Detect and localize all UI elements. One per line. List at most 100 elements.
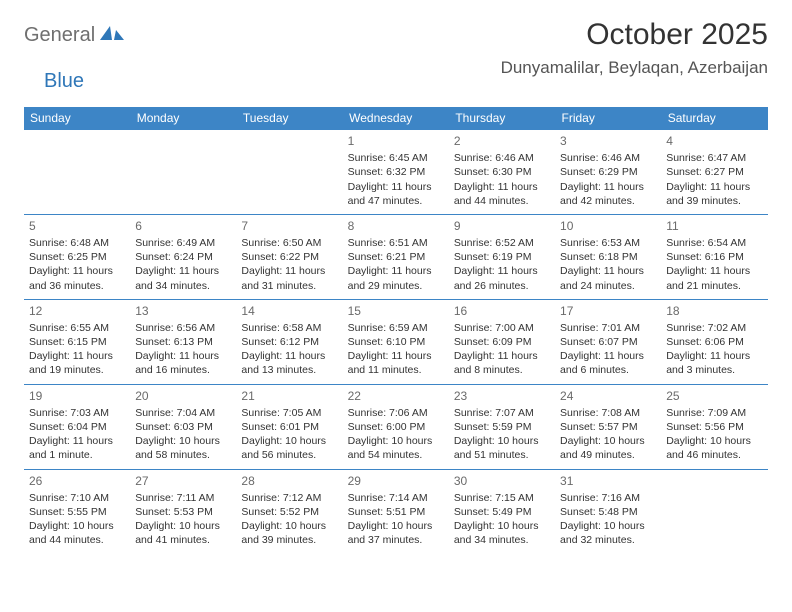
sunset-text: Sunset: 6:21 PM	[348, 250, 444, 264]
daylight1-text: Daylight: 11 hours	[666, 180, 762, 194]
day-header-wed: Wednesday	[343, 107, 449, 130]
sunrise-text: Sunrise: 7:10 AM	[29, 491, 125, 505]
sunset-text: Sunset: 6:29 PM	[560, 165, 656, 179]
day-header-row: Sunday Monday Tuesday Wednesday Thursday…	[24, 107, 768, 130]
sunrise-text: Sunrise: 7:14 AM	[348, 491, 444, 505]
daylight1-text: Daylight: 10 hours	[454, 434, 550, 448]
calendar-cell: 6Sunrise: 6:49 AMSunset: 6:24 PMDaylight…	[130, 214, 236, 299]
sunrise-text: Sunrise: 7:03 AM	[29, 406, 125, 420]
day-header-tue: Tuesday	[236, 107, 342, 130]
calendar-cell	[661, 469, 767, 553]
sunset-text: Sunset: 6:22 PM	[241, 250, 337, 264]
logo-triangle-icon-2	[114, 30, 124, 40]
daylight2-text: and 46 minutes.	[666, 448, 762, 462]
day-number: 27	[135, 473, 231, 489]
daylight1-text: Daylight: 11 hours	[560, 180, 656, 194]
sunset-text: Sunset: 6:19 PM	[454, 250, 550, 264]
daylight2-text: and 39 minutes.	[666, 194, 762, 208]
daylight1-text: Daylight: 11 hours	[135, 264, 231, 278]
sunrise-text: Sunrise: 7:05 AM	[241, 406, 337, 420]
daylight2-text: and 41 minutes.	[135, 533, 231, 547]
sunrise-text: Sunrise: 6:47 AM	[666, 151, 762, 165]
day-number: 11	[666, 218, 762, 234]
sunrise-text: Sunrise: 7:12 AM	[241, 491, 337, 505]
sunrise-text: Sunrise: 6:48 AM	[29, 236, 125, 250]
sunrise-text: Sunrise: 7:02 AM	[666, 321, 762, 335]
calendar-cell	[130, 130, 236, 215]
daylight2-text: and 1 minute.	[29, 448, 125, 462]
day-number: 26	[29, 473, 125, 489]
day-number: 19	[29, 388, 125, 404]
daylight2-text: and 37 minutes.	[348, 533, 444, 547]
sunrise-text: Sunrise: 7:11 AM	[135, 491, 231, 505]
day-number: 21	[241, 388, 337, 404]
daylight2-text: and 34 minutes.	[454, 533, 550, 547]
calendar-cell: 25Sunrise: 7:09 AMSunset: 5:56 PMDayligh…	[661, 384, 767, 469]
daylight2-text: and 39 minutes.	[241, 533, 337, 547]
sunset-text: Sunset: 5:53 PM	[135, 505, 231, 519]
daylight1-text: Daylight: 11 hours	[666, 349, 762, 363]
sunset-text: Sunset: 6:25 PM	[29, 250, 125, 264]
daylight1-text: Daylight: 10 hours	[666, 434, 762, 448]
calendar-week-row: 12Sunrise: 6:55 AMSunset: 6:15 PMDayligh…	[24, 299, 768, 384]
day-header-sun: Sunday	[24, 107, 130, 130]
day-header-thu: Thursday	[449, 107, 555, 130]
calendar-cell: 23Sunrise: 7:07 AMSunset: 5:59 PMDayligh…	[449, 384, 555, 469]
calendar-cell: 7Sunrise: 6:50 AMSunset: 6:22 PMDaylight…	[236, 214, 342, 299]
sunrise-text: Sunrise: 6:55 AM	[29, 321, 125, 335]
sunrise-text: Sunrise: 7:15 AM	[454, 491, 550, 505]
sunset-text: Sunset: 6:06 PM	[666, 335, 762, 349]
day-number: 18	[666, 303, 762, 319]
day-number: 12	[29, 303, 125, 319]
sunrise-text: Sunrise: 6:49 AM	[135, 236, 231, 250]
daylight1-text: Daylight: 11 hours	[29, 264, 125, 278]
daylight2-text: and 13 minutes.	[241, 363, 337, 377]
daylight2-text: and 44 minutes.	[454, 194, 550, 208]
daylight1-text: Daylight: 10 hours	[454, 519, 550, 533]
daylight2-text: and 26 minutes.	[454, 279, 550, 293]
day-header-fri: Friday	[555, 107, 661, 130]
sunrise-text: Sunrise: 7:08 AM	[560, 406, 656, 420]
daylight1-text: Daylight: 11 hours	[666, 264, 762, 278]
sunset-text: Sunset: 6:30 PM	[454, 165, 550, 179]
day-number: 14	[241, 303, 337, 319]
calendar-cell: 3Sunrise: 6:46 AMSunset: 6:29 PMDaylight…	[555, 130, 661, 215]
sunrise-text: Sunrise: 7:16 AM	[560, 491, 656, 505]
day-number: 1	[348, 133, 444, 149]
month-title: October 2025	[501, 18, 768, 52]
calendar-page: General October 2025 Dunyamalilar, Beyla…	[0, 0, 792, 563]
calendar-week-row: 1Sunrise: 6:45 AMSunset: 6:32 PMDaylight…	[24, 130, 768, 215]
day-number: 23	[454, 388, 550, 404]
daylight2-text: and 16 minutes.	[135, 363, 231, 377]
day-number: 4	[666, 133, 762, 149]
sunset-text: Sunset: 5:48 PM	[560, 505, 656, 519]
calendar-body: 1Sunrise: 6:45 AMSunset: 6:32 PMDaylight…	[24, 130, 768, 554]
calendar-cell: 28Sunrise: 7:12 AMSunset: 5:52 PMDayligh…	[236, 469, 342, 553]
day-number: 15	[348, 303, 444, 319]
daylight1-text: Daylight: 11 hours	[348, 349, 444, 363]
calendar-cell: 21Sunrise: 7:05 AMSunset: 6:01 PMDayligh…	[236, 384, 342, 469]
daylight1-text: Daylight: 11 hours	[454, 349, 550, 363]
sunrise-text: Sunrise: 7:06 AM	[348, 406, 444, 420]
daylight2-text: and 58 minutes.	[135, 448, 231, 462]
sunset-text: Sunset: 5:55 PM	[29, 505, 125, 519]
sunset-text: Sunset: 5:57 PM	[560, 420, 656, 434]
day-number: 2	[454, 133, 550, 149]
daylight2-text: and 47 minutes.	[348, 194, 444, 208]
sunset-text: Sunset: 6:18 PM	[560, 250, 656, 264]
sunset-text: Sunset: 6:12 PM	[241, 335, 337, 349]
sunrise-text: Sunrise: 6:46 AM	[560, 151, 656, 165]
daylight2-text: and 19 minutes.	[29, 363, 125, 377]
sunrise-text: Sunrise: 6:59 AM	[348, 321, 444, 335]
day-number: 13	[135, 303, 231, 319]
sunset-text: Sunset: 5:51 PM	[348, 505, 444, 519]
day-header-mon: Monday	[130, 107, 236, 130]
location-label: Dunyamalilar, Beylaqan, Azerbaijan	[501, 58, 768, 78]
daylight1-text: Daylight: 11 hours	[135, 349, 231, 363]
daylight1-text: Daylight: 10 hours	[560, 434, 656, 448]
calendar-cell: 18 Sunrise: 7:02 AMSunset: 6:06 PMDayligh…	[661, 299, 767, 384]
sunrise-text: Sunrise: 7:04 AM	[135, 406, 231, 420]
logo-text-general: General	[24, 24, 95, 47]
daylight1-text: Daylight: 11 hours	[560, 349, 656, 363]
daylight2-text: and 49 minutes.	[560, 448, 656, 462]
